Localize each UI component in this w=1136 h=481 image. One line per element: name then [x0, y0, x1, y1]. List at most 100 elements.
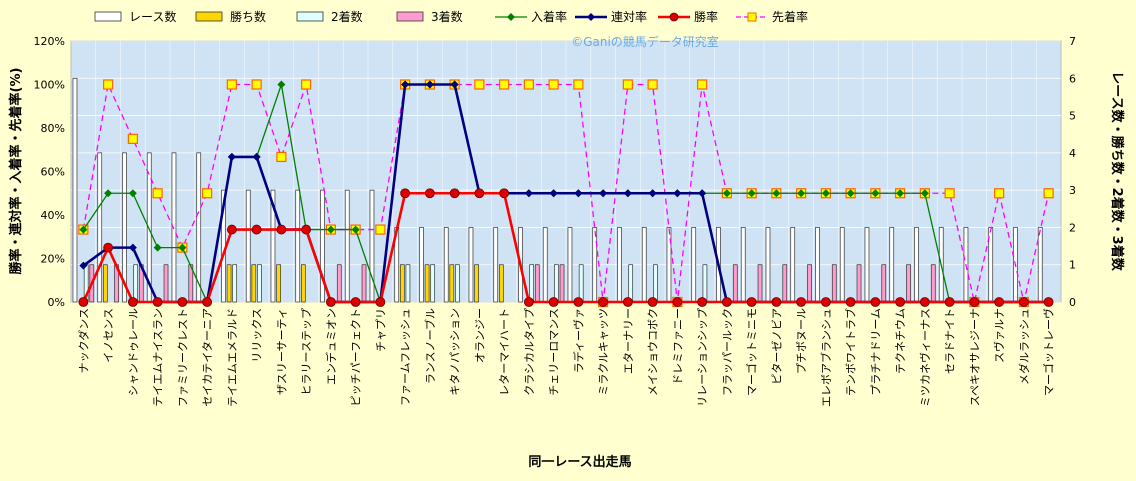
legend-label-top2_rate: 連対率 — [611, 9, 647, 24]
y-axis-label-right: レース数・勝ち数・2着数・3着数 — [1109, 71, 1125, 271]
bar-races — [320, 189, 325, 303]
marker-win-rate — [721, 297, 732, 307]
x-tick-label: レターマイハート — [498, 308, 511, 396]
marker-finish-ahead-rate — [375, 224, 386, 235]
marker-win-rate — [771, 297, 782, 307]
marker-win-rate — [325, 297, 336, 307]
legend-marker-finish-ahead-rate — [747, 12, 757, 22]
y-axis-label-left: 勝率・連対率・入着率・先着率(%) — [8, 68, 24, 275]
x-tick-label: ピターゼノビア — [770, 308, 783, 385]
marker-win-rate — [523, 297, 534, 307]
legend-label-win_rate: 勝率 — [694, 9, 718, 24]
marker-win-rate — [994, 297, 1005, 307]
legend-label-finish_ahead_rate: 先着率 — [772, 9, 808, 24]
legend: レース数 勝ち数 2着数 3着数 入着率 連対率 勝率 先着率 — [94, 9, 808, 24]
marker-placing-rate — [128, 189, 137, 198]
bar-races — [765, 227, 771, 303]
marker-placing-rate — [326, 225, 335, 234]
x-tick-label: テクネチウム — [894, 308, 907, 374]
marker-finish-ahead-rate — [523, 79, 534, 90]
legend-label-wins: 勝ち数 — [230, 9, 266, 24]
y-tick-left: 60% — [41, 166, 65, 179]
bar-wins — [498, 264, 504, 303]
marker-finish-ahead-rate — [226, 79, 237, 90]
marker-finish-ahead-rate — [103, 79, 114, 90]
x-tick-label: シャンドゥレール — [127, 308, 140, 396]
marker-win-rate — [375, 297, 386, 307]
bar-second — [529, 264, 535, 303]
marker-win-rate — [499, 188, 510, 199]
bar-wins — [102, 264, 108, 303]
y-tick-right: 0 — [1069, 296, 1076, 309]
marker-placing-rate — [920, 189, 929, 198]
marker-placing-rate — [722, 189, 731, 198]
marker-placing-rate — [821, 189, 830, 198]
y-tick-right: 3 — [1069, 184, 1076, 197]
bar-third — [361, 264, 367, 303]
x-tick-label: チャプリ — [374, 308, 387, 352]
x-tick-label: チェリーロマンス — [548, 308, 561, 396]
x-axis-label: 同一レース出走馬 — [528, 454, 631, 470]
bar-second — [405, 264, 411, 303]
marker-finish-ahead-rate — [276, 151, 287, 163]
marker-win-rate — [301, 224, 312, 235]
bar-third — [930, 264, 936, 303]
marker-win-rate — [647, 297, 658, 307]
bar-third — [757, 264, 763, 303]
marker-placing-rate — [772, 189, 781, 198]
bar-races — [1037, 227, 1043, 303]
y-tick-right: 5 — [1069, 110, 1076, 123]
bar-third — [559, 264, 565, 303]
plot-area: 0% 20% 40% 60% 80% 100% 120% 0 1 2 3 4 5 6 7 ナックダンス イノセン… — [34, 35, 1076, 407]
marker-top2-rate — [128, 243, 137, 252]
marker-win-rate — [944, 297, 955, 307]
bar-wins — [399, 264, 405, 303]
bar-wins — [276, 264, 281, 303]
bar-second — [653, 264, 658, 303]
marker-win-rate — [1043, 297, 1054, 307]
marker-top2-rate — [252, 152, 261, 161]
bar-races — [344, 189, 350, 303]
bar-wins — [226, 264, 232, 303]
x-tick-label: テイエムナイスラン — [152, 308, 165, 407]
marker-finish-ahead-rate — [251, 79, 262, 90]
x-tick-label: ミラクルキャッツ — [597, 308, 610, 396]
x-tick-label: ラディーヴァ — [571, 308, 585, 373]
bar-races — [617, 227, 622, 303]
bar-third — [336, 264, 342, 303]
bar-third — [732, 264, 738, 303]
x-tick-label: スペキオサレジーナ — [968, 308, 981, 406]
bar-races — [295, 189, 301, 303]
x-tick-label: スヴァルナ — [992, 308, 1006, 363]
marker-win-rate — [400, 188, 411, 199]
marker-win-rate — [746, 297, 757, 307]
marker-placing-rate — [896, 189, 905, 198]
bar-third — [906, 264, 911, 303]
bar-second — [133, 264, 139, 303]
x-tick-label: リリックス — [251, 308, 264, 363]
bar-races — [270, 189, 276, 303]
x-tick-label: ファミリークレスト — [176, 308, 189, 407]
x-tick-label: ファームフレッシュ — [399, 308, 412, 406]
marker-top2-rate — [574, 189, 583, 198]
y-tick-left: 0% — [48, 296, 65, 309]
marker-placing-rate — [277, 80, 286, 89]
marker-placing-rate — [797, 189, 806, 198]
marker-top2-rate — [648, 189, 657, 198]
bar-races — [369, 189, 375, 303]
marker-placing-rate — [747, 189, 756, 198]
bar-races — [97, 152, 103, 303]
marker-top2-rate — [599, 189, 608, 198]
bar-races — [790, 227, 796, 303]
legend-marker-win-rate — [669, 12, 679, 22]
marker-top2-rate — [227, 152, 236, 161]
bar-races — [122, 152, 127, 303]
marker-placing-rate — [104, 189, 113, 198]
x-tick-label: マーゴットミニモ — [745, 308, 759, 396]
marker-win-rate — [919, 297, 930, 307]
x-tick-label: ミツカネヴィーナス — [918, 308, 932, 407]
marker-win-rate — [276, 224, 287, 235]
marker-finish-ahead-rate — [1043, 188, 1054, 199]
marker-placing-rate — [871, 189, 880, 198]
